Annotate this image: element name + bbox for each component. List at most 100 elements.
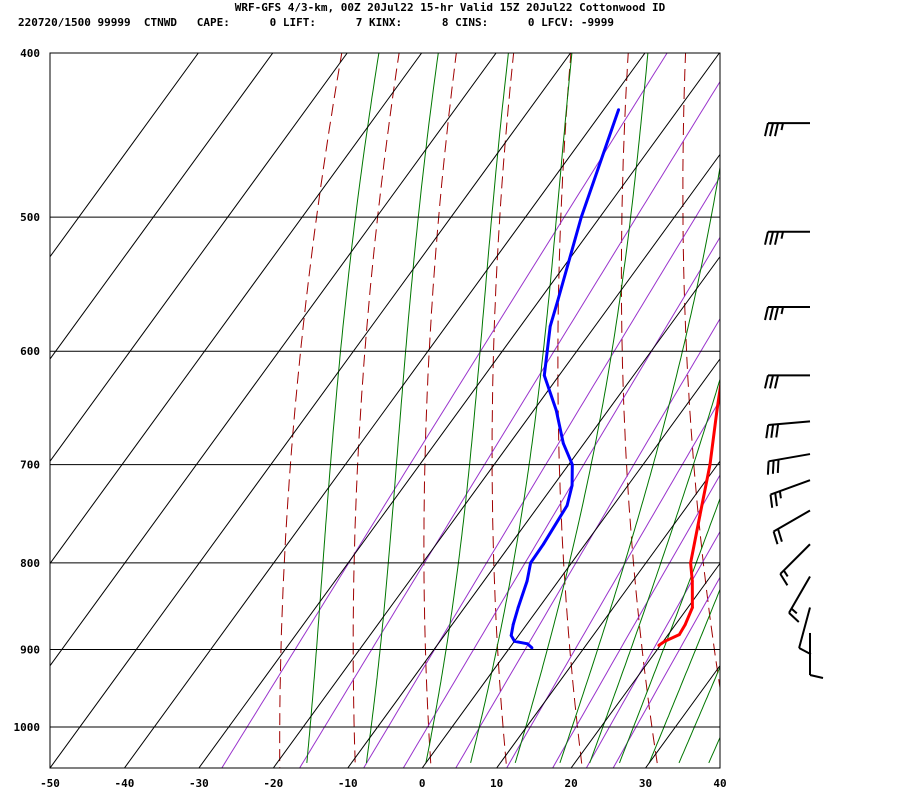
wind-barb-flag bbox=[769, 494, 774, 508]
wind-barb-9 bbox=[788, 576, 811, 623]
wind-barb-flag bbox=[779, 573, 789, 586]
wind-barb-8 bbox=[779, 543, 811, 586]
wind-barb-staff bbox=[779, 543, 811, 575]
dry-adiabat-250 bbox=[279, 53, 343, 768]
dry-adiabat-330 bbox=[800, 33, 889, 785]
wind-barb-flag bbox=[774, 375, 779, 389]
moist-adiabat-38 bbox=[708, 736, 720, 764]
plot-frame bbox=[49, 52, 721, 769]
wind-barb-flag bbox=[764, 375, 769, 389]
dewpoint-point-9 bbox=[565, 504, 569, 507]
wind-barb-flag bbox=[774, 306, 779, 321]
wind-barb-flag bbox=[776, 459, 780, 473]
isotherm-grid--50 bbox=[50, 53, 571, 768]
pressure-tick-label-500: 500 bbox=[20, 211, 40, 224]
pressure-tick-label-400: 400 bbox=[20, 47, 40, 60]
wind-barb-flag bbox=[764, 122, 769, 137]
isotherm-grid--90 bbox=[50, 53, 274, 360]
grid-lines bbox=[50, 53, 720, 768]
temp-tick-label--40: -40 bbox=[115, 777, 135, 790]
pressure-tick-label-800: 800 bbox=[20, 557, 40, 570]
wind-barb-5 bbox=[766, 453, 811, 475]
temperature-point-11 bbox=[734, 286, 737, 289]
dewpoint-line bbox=[509, 109, 621, 650]
isotherm-line-2 bbox=[363, 176, 720, 768]
dewpoint-point-17 bbox=[579, 215, 583, 219]
temp-tick-label-10: 10 bbox=[490, 777, 503, 790]
header-line-1: WRF-GFS 4/3-km, 00Z 20Jul22 15-hr Valid … bbox=[235, 1, 666, 14]
isotherm-line-20 bbox=[612, 576, 720, 768]
pressure-tick-label-700: 700 bbox=[20, 459, 40, 472]
isotherm-grid-10 bbox=[496, 460, 720, 768]
dewpoint-point-8 bbox=[542, 542, 545, 546]
isotherm-grid-20 bbox=[570, 562, 720, 768]
isotherm-grid-30 bbox=[645, 664, 720, 768]
temperature-point-3 bbox=[683, 623, 687, 626]
wind-barb-flag bbox=[770, 424, 775, 438]
wind-barbs bbox=[764, 122, 824, 679]
wind-barb-flag bbox=[765, 424, 770, 439]
wind-barb-flag bbox=[769, 231, 774, 245]
dewpoint-point-5 bbox=[516, 606, 520, 609]
moist-adiabat--16 bbox=[306, 53, 380, 763]
isotherm-line-8 bbox=[506, 398, 720, 768]
wind-barb-flag bbox=[809, 674, 824, 679]
dewpoint-point-4 bbox=[511, 623, 515, 626]
wind-barb-half-flag bbox=[780, 122, 784, 131]
isotherm-grid--100 bbox=[50, 53, 199, 258]
isotherm-grid--10 bbox=[347, 255, 720, 768]
wind-barb-staff bbox=[773, 509, 811, 533]
isotherm-line-3 bbox=[402, 236, 720, 768]
moist-adiabat-18 bbox=[559, 164, 720, 764]
moist-adiabat-34 bbox=[678, 665, 720, 764]
wind-barb-half-flag bbox=[780, 231, 784, 239]
temp-tick-label--10: -10 bbox=[338, 777, 358, 790]
isotherm-grid--30 bbox=[198, 53, 720, 768]
dewpoint-point-18 bbox=[617, 108, 620, 111]
dewpoint-point-12 bbox=[561, 441, 565, 445]
isotherm-grid-0 bbox=[421, 358, 720, 768]
wind-barb-1 bbox=[764, 230, 811, 245]
wind-barb-half-flag bbox=[782, 569, 789, 577]
dewpoint-point-6 bbox=[525, 579, 529, 583]
dry-adiabat-310 bbox=[682, 53, 720, 691]
dry-adiabat-340 bbox=[857, 33, 900, 785]
wind-barb-flag bbox=[775, 423, 780, 438]
pressure-tick-label-900: 900 bbox=[20, 643, 40, 656]
moist-adiabat-6 bbox=[470, 53, 573, 764]
dewpoint-point-14 bbox=[542, 374, 546, 377]
isotherm-line-1 bbox=[299, 80, 720, 768]
temperature-point-0 bbox=[657, 644, 661, 647]
temperature-point-13 bbox=[767, 105, 770, 108]
temperature-point-12 bbox=[743, 216, 746, 219]
temperature-line bbox=[657, 379, 720, 647]
wind-barb-flag bbox=[764, 231, 769, 245]
wind-barb-staff bbox=[768, 453, 811, 463]
wind-barb-11 bbox=[809, 632, 824, 679]
temperature-point-10 bbox=[724, 350, 727, 353]
wind-barb-flag bbox=[774, 231, 779, 245]
isotherm-grid--20 bbox=[272, 153, 720, 768]
background-lines bbox=[221, 33, 900, 785]
pressure-tick-label-1000: 1000 bbox=[14, 721, 41, 734]
wind-barb-flag bbox=[774, 492, 778, 507]
temp-tick-label-20: 20 bbox=[564, 777, 577, 790]
temperature-point-7 bbox=[698, 514, 702, 517]
dewpoint-point-13 bbox=[554, 408, 558, 412]
wind-barb-10 bbox=[798, 607, 812, 656]
wind-barb-flag bbox=[769, 375, 774, 389]
wind-barb-0 bbox=[764, 122, 811, 137]
temp-tick-label--30: -30 bbox=[189, 777, 209, 790]
isotherm-grid--40 bbox=[124, 53, 646, 768]
temp-tick-label-40: 40 bbox=[713, 777, 726, 790]
wind-barb-6 bbox=[769, 479, 811, 508]
moist-adiabat-26 bbox=[619, 497, 720, 764]
wind-barb-flag bbox=[764, 306, 769, 321]
isotherm-line-16 bbox=[585, 530, 720, 768]
dewpoint-point-10 bbox=[570, 484, 574, 487]
isotherm-grid--70 bbox=[50, 53, 423, 565]
wind-barb-staff bbox=[788, 576, 811, 614]
temp-tick-label--20: -20 bbox=[263, 777, 283, 790]
axis-labels: 400 500 600 700 800 900 1000 -50 -40 -30 -20 -10 0 10… bbox=[14, 47, 727, 790]
